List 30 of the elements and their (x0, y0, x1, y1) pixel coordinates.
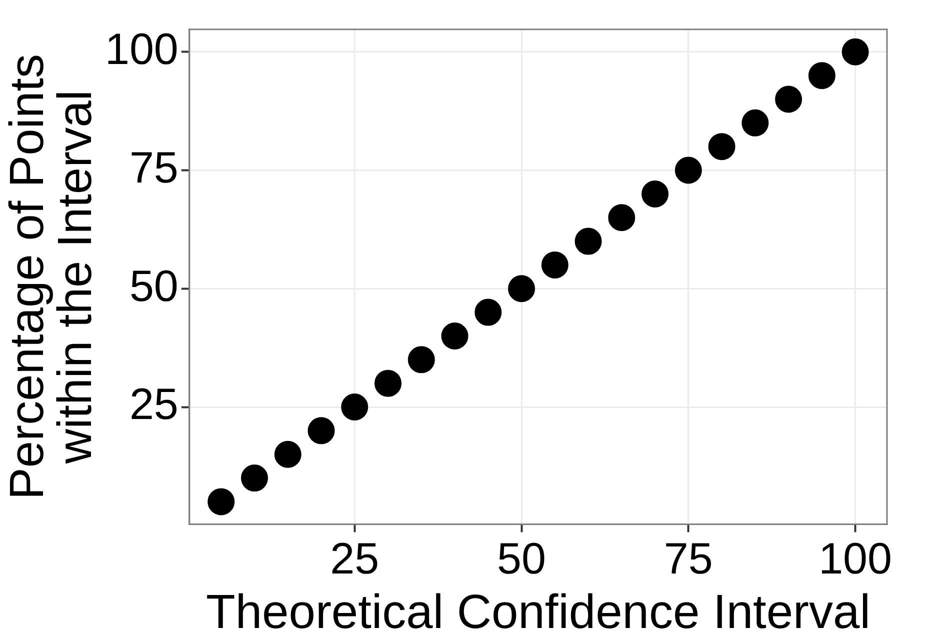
point (308, 417, 335, 444)
point (708, 133, 736, 160)
point (441, 322, 468, 350)
point (408, 346, 435, 374)
point (208, 488, 235, 516)
point (541, 251, 568, 278)
x-tick-label: 25 (330, 534, 380, 584)
point (642, 180, 669, 208)
point (341, 394, 368, 421)
x-tick-label: 100 (818, 534, 892, 584)
y-tick-label: 100 (104, 25, 178, 74)
x-axis-title: Theoretical Confidence Interval (206, 586, 870, 639)
point (742, 109, 769, 136)
point (574, 228, 602, 255)
point (374, 370, 402, 397)
point (474, 298, 502, 326)
point (508, 275, 536, 302)
y-tick-label: 25 (129, 380, 178, 430)
point (274, 440, 302, 468)
y-tick-label: 50 (129, 262, 178, 311)
point (674, 156, 702, 184)
y-axis-title: Percentage of Points within the Interval (1, 54, 102, 500)
y-tick-label: 75 (129, 143, 178, 192)
point (775, 86, 802, 113)
point (608, 204, 636, 232)
x-tick-label: 50 (497, 534, 546, 584)
point (241, 464, 268, 492)
x-tick-label: 75 (664, 534, 713, 584)
point (808, 62, 836, 90)
point (842, 38, 869, 66)
